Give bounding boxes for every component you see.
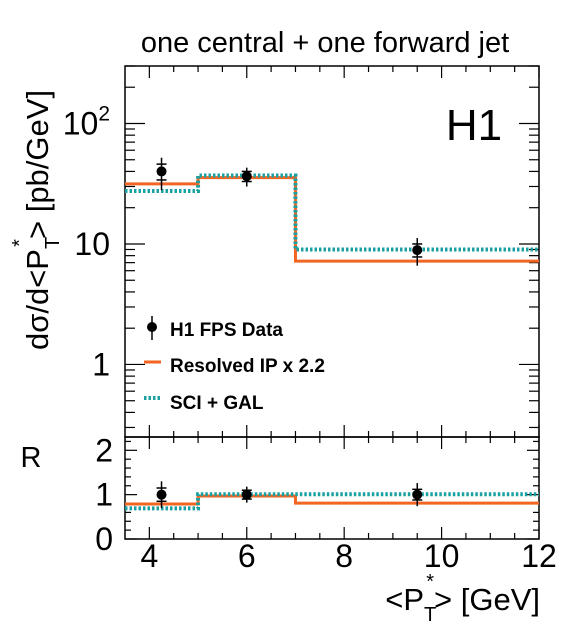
lower-y-axis-label: R: [21, 442, 42, 474]
x-axis-label: <PT*> [GeV]: [385, 571, 540, 626]
x-tick-label: 6: [238, 538, 256, 574]
lower-resolved-ip-histogram: [125, 494, 539, 506]
legend-data-marker: [147, 322, 157, 332]
upper-data-point: [412, 245, 423, 256]
lower-y-tick-label: 0: [95, 521, 113, 557]
x-tick-label: 8: [335, 538, 353, 574]
legend: H1 FPS Data Resolved IP x 2.2 SCI + GAL: [144, 316, 325, 414]
upper-y-tick-label: 10: [74, 226, 110, 262]
lower-data-point: [156, 489, 167, 500]
lower-panel-frame: [124, 436, 540, 540]
lower-sci-gal-histogram: [125, 492, 539, 511]
experiment-label: H1: [446, 101, 502, 150]
legend-sci-label: SCI + GAL: [170, 393, 264, 414]
legend-entry-data: H1 FPS Data: [147, 316, 283, 341]
lower-ticks: [125, 437, 540, 540]
x-tick-label: 10: [424, 538, 460, 574]
legend-entry-sci: SCI + GAL: [144, 393, 264, 414]
upper-data-point: [241, 171, 252, 182]
lower-y-tick-label: 2: [95, 432, 113, 468]
upper-y-tick-label: 102: [63, 102, 110, 141]
x-tick-labels: 4 6 8 10 12: [140, 538, 556, 574]
upper-y-tick-label: 1: [92, 346, 110, 382]
x-tick-label: 4: [140, 538, 158, 574]
lower-data-point: [412, 489, 423, 500]
upper-y-axis-label: dσ/d<PT*> [pb/GeV]: [9, 90, 64, 350]
upper-series: [125, 157, 539, 266]
lower-series: [125, 481, 539, 511]
chart-title: one central + one forward jet: [141, 27, 509, 59]
upper-tick-labels: 1 10 102: [63, 102, 110, 382]
legend-resolved-label: Resolved IP x 2.2: [170, 356, 325, 377]
upper-ticks: [125, 65, 540, 437]
upper-data-point: [156, 166, 167, 177]
x-tick-label: 12: [521, 538, 557, 574]
legend-entry-resolved: Resolved IP x 2.2: [144, 356, 325, 377]
lower-data-point: [241, 489, 252, 500]
upper-sci-gal-histogram: [125, 173, 539, 252]
lower-tick-labels: 0 1 2: [95, 432, 113, 557]
lower-y-tick-label: 1: [95, 477, 113, 513]
legend-data-label: H1 FPS Data: [170, 320, 283, 341]
